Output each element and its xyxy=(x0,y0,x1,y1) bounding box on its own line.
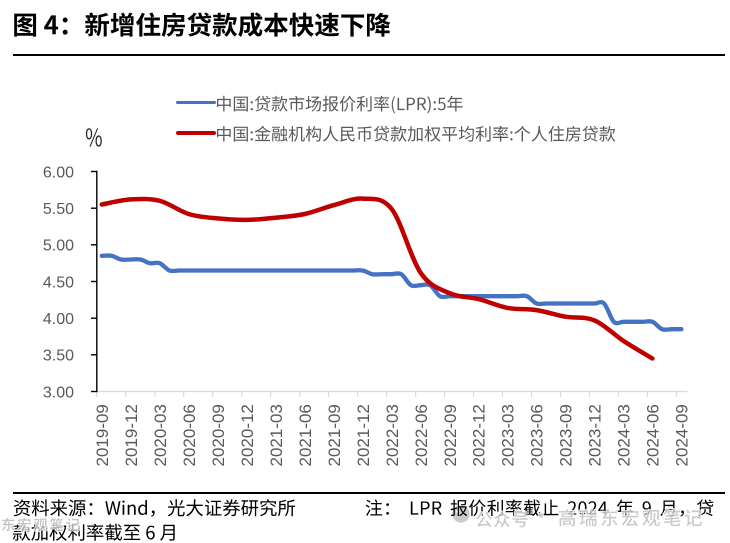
svg-text:2023-03: 2023-03 xyxy=(499,404,518,466)
svg-text:2019-09: 2019-09 xyxy=(93,404,112,466)
svg-text:2021-06: 2021-06 xyxy=(296,404,315,466)
svg-text:2024-06: 2024-06 xyxy=(644,404,663,466)
svg-text:5.50: 5.50 xyxy=(43,201,74,218)
svg-text:2020-12: 2020-12 xyxy=(238,404,257,466)
svg-text:2021-12: 2021-12 xyxy=(354,404,373,466)
svg-text:4.00: 4.00 xyxy=(43,311,74,328)
svg-text:2020-09: 2020-09 xyxy=(209,404,228,466)
svg-text:6.00: 6.00 xyxy=(43,164,74,181)
svg-text:2022-09: 2022-09 xyxy=(441,404,460,466)
svg-text:4.50: 4.50 xyxy=(43,274,74,291)
svg-text:3.50: 3.50 xyxy=(43,348,74,365)
svg-text:2024-03: 2024-03 xyxy=(615,404,634,466)
svg-text:2020-06: 2020-06 xyxy=(180,404,199,466)
svg-text:2019-12: 2019-12 xyxy=(122,404,141,466)
svg-text:2022-03: 2022-03 xyxy=(383,404,402,466)
svg-text:2023-09: 2023-09 xyxy=(557,404,576,466)
svg-text:2021-03: 2021-03 xyxy=(267,404,286,466)
svg-text:2023-12: 2023-12 xyxy=(586,404,605,466)
svg-text:5.00: 5.00 xyxy=(43,238,74,255)
svg-text:2020-03: 2020-03 xyxy=(151,404,170,466)
svg-text:2022-12: 2022-12 xyxy=(470,404,489,466)
svg-text:3.00: 3.00 xyxy=(43,384,74,401)
svg-text:2023-06: 2023-06 xyxy=(528,404,547,466)
svg-text:2024-09: 2024-09 xyxy=(673,404,692,466)
svg-text:2022-06: 2022-06 xyxy=(412,404,431,466)
svg-text:2021-09: 2021-09 xyxy=(325,404,344,466)
